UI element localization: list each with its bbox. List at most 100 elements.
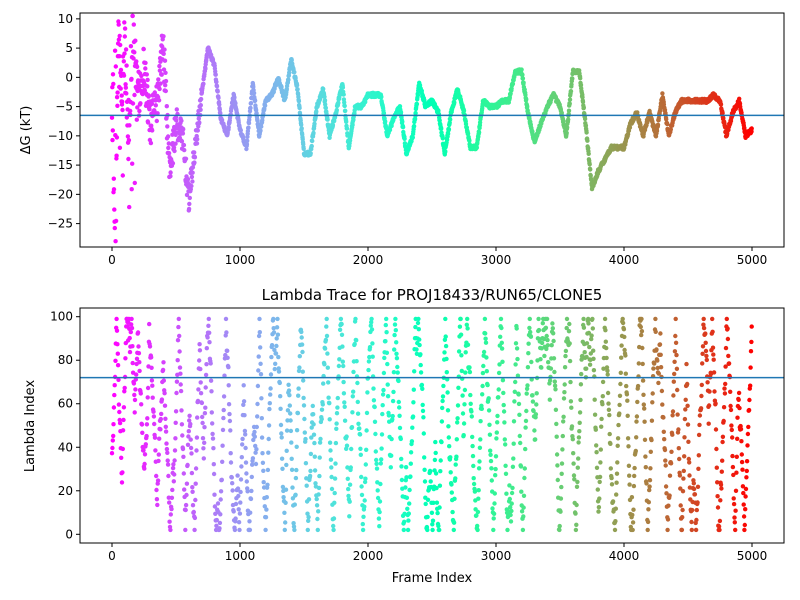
lambda-point [488, 458, 494, 464]
lambda-point [178, 371, 183, 376]
lambda-point [595, 487, 600, 492]
lambda-point [345, 465, 350, 470]
lambda-point [115, 351, 121, 356]
lambda-point [522, 475, 527, 481]
lambda-point [662, 447, 668, 453]
lambda-point [170, 465, 176, 471]
lambda-point [235, 473, 240, 478]
lambda-point [370, 354, 375, 359]
dg-point [301, 146, 306, 151]
lambda-point [335, 405, 340, 410]
lambda-point [332, 500, 337, 505]
lambda-point [502, 437, 507, 442]
lambda-point [638, 324, 643, 330]
dg-point [381, 110, 387, 116]
lambda-point [328, 457, 334, 462]
lambda-point [568, 399, 574, 404]
lambda-point [253, 443, 258, 449]
lambda-point [561, 396, 567, 401]
lambda-point [142, 452, 148, 457]
lambda-point [575, 479, 580, 485]
lambda-point [420, 386, 425, 391]
lambda-point [532, 428, 537, 433]
lambda-point [366, 359, 372, 364]
lambda-point [211, 462, 216, 467]
lambda-point [312, 468, 318, 473]
lambda-point [240, 436, 245, 442]
lambda-point [316, 485, 322, 491]
lambda-point [301, 403, 307, 408]
lambda-point [184, 481, 190, 486]
lambda-point [327, 417, 332, 422]
lambda-point [306, 514, 311, 520]
lambda-point [487, 432, 493, 437]
lambda-point [691, 486, 697, 492]
lambda-point [299, 335, 304, 340]
dg-point [568, 89, 574, 94]
lambda-point [437, 527, 442, 533]
dg-point [118, 86, 123, 91]
lambda-point [700, 361, 705, 366]
lambda-point [734, 454, 739, 459]
lambda-point [513, 362, 518, 367]
lambda-point [462, 387, 468, 393]
lambda-point [686, 456, 691, 462]
lambda-point [724, 316, 729, 322]
dg-point [297, 105, 302, 111]
dg-point [113, 239, 118, 244]
lambda-point [740, 484, 746, 489]
dg-point [721, 115, 726, 121]
lambda-point [311, 412, 316, 417]
lambda-point [339, 321, 344, 327]
dg-point [164, 104, 169, 109]
dg-point [588, 167, 593, 172]
lambda-point [152, 435, 158, 440]
lambda-point [496, 387, 501, 392]
lambda-point [683, 397, 688, 402]
lambda-point [316, 509, 321, 514]
lambda-point [539, 365, 544, 370]
x-tick-label: 3000 [481, 253, 512, 267]
lambda-point [465, 326, 470, 331]
dg-point [561, 118, 566, 123]
lambda-point [491, 511, 497, 516]
lambda-point [562, 382, 567, 387]
lambda-point [721, 418, 726, 424]
lambda-point [333, 440, 339, 446]
lambda-point [614, 471, 620, 476]
lambda-point [680, 489, 686, 494]
lambda-point [710, 345, 716, 350]
lambda-point [459, 353, 464, 358]
lambda-point [289, 467, 295, 472]
dg-point [397, 104, 403, 109]
lambda-point [265, 482, 270, 487]
lambda-point [478, 437, 483, 442]
lambda-point [409, 439, 415, 444]
lambda-point [673, 333, 678, 339]
lambda-point [166, 495, 171, 500]
lambda-point [385, 382, 390, 387]
dg-point [244, 142, 250, 147]
lambda-point [243, 432, 248, 437]
lambda-point [718, 482, 724, 487]
dg-point [474, 145, 479, 150]
lambda-point [744, 468, 749, 474]
lambda-point [383, 322, 388, 328]
dg-point [117, 33, 122, 39]
lambda-point [183, 507, 188, 513]
lambda-point [723, 364, 728, 369]
lambda-point [338, 316, 344, 322]
lambda-point [223, 316, 229, 322]
lambda-point [232, 527, 238, 533]
lambda-point [311, 422, 316, 427]
lambda-point [674, 352, 679, 358]
lambda-point [453, 462, 458, 467]
lambda-point [698, 406, 704, 411]
lambda-point [672, 359, 677, 364]
lambda-point [162, 391, 167, 396]
lambda-point [706, 421, 711, 426]
dg-point [137, 108, 142, 114]
lambda-point [226, 402, 232, 407]
lambda-point [187, 418, 192, 423]
lambda-point [219, 477, 224, 482]
